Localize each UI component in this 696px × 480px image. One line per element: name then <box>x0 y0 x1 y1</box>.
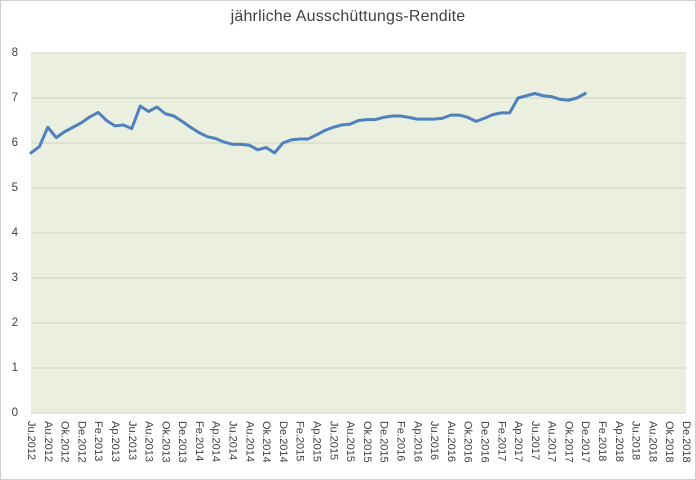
x-tick-label: Ju.2018 <box>630 421 642 460</box>
y-tick-label: 3 <box>12 272 18 284</box>
x-tick-label: Ap.2018 <box>613 421 625 462</box>
x-tick-label: Au.2016 <box>445 421 457 462</box>
x-tick-label: Ok.2014 <box>260 421 272 463</box>
x-tick-label: Au.2013 <box>143 421 155 462</box>
x-tick-label: Fe.2014 <box>193 421 205 461</box>
x-tick-label: Ok.2015 <box>361 421 373 463</box>
x-tick-label: Ju.2016 <box>428 421 440 460</box>
x-tick-label: Ap.2016 <box>411 421 423 462</box>
x-tick-label: Ok.2018 <box>663 421 675 463</box>
x-tick-label: Ok.2013 <box>159 421 171 463</box>
x-tick-label: Ju.2014 <box>227 421 239 460</box>
y-tick-label: 1 <box>12 362 18 374</box>
y-tick-label: 4 <box>12 227 19 239</box>
x-tick-label: De.2015 <box>378 421 390 463</box>
x-tick-label: De.2012 <box>75 421 87 463</box>
x-tick-label: Fe.2015 <box>294 421 306 461</box>
x-tick-label: Au.2014 <box>243 421 255 462</box>
x-tick-label: De.2014 <box>277 421 289 463</box>
x-tick-label: Ju.2013 <box>126 421 138 460</box>
series-line <box>29 92 587 155</box>
x-tick-label: Ap.2013 <box>109 421 121 462</box>
x-tick-label: Ju.2015 <box>327 421 339 460</box>
x-tick-label: Fe.2018 <box>596 421 608 461</box>
x-tick-label: Ok.2016 <box>462 421 474 463</box>
x-tick-label: Fe.2016 <box>394 421 406 461</box>
y-tick-label: 7 <box>12 92 18 104</box>
y-tick-label: 5 <box>12 182 18 194</box>
x-tick-label: Ap.2014 <box>210 421 222 462</box>
x-tick-label: Au.2012 <box>42 421 54 462</box>
x-tick-label: De.2016 <box>478 421 490 463</box>
x-tick-label: Ap.2017 <box>512 421 524 462</box>
x-tick-label: Au.2017 <box>546 421 558 462</box>
x-tick-label: Au.2018 <box>646 421 658 462</box>
x-tick-label: De.2013 <box>176 421 188 463</box>
x-tick-label: Ap.2015 <box>311 421 323 462</box>
x-tick-label: Ju.2017 <box>529 421 541 460</box>
y-tick-label: 6 <box>12 137 18 149</box>
x-tick-label: Fe.2013 <box>92 421 104 461</box>
y-tick-label: 0 <box>12 407 18 419</box>
x-tick-label: De.2018 <box>680 421 692 463</box>
chart-title: jährliche Ausschüttungs-Rendite <box>230 8 466 25</box>
x-tick-label: Ok.2012 <box>59 421 71 463</box>
x-tick-label: De.2017 <box>579 421 591 463</box>
y-tick-label: 2 <box>12 317 18 329</box>
x-tick-label: Ok.2017 <box>562 421 574 463</box>
x-tick-label: Ju.2012 <box>25 421 37 460</box>
x-tick-label: Au.2015 <box>344 421 356 462</box>
y-tick-label: 8 <box>12 47 18 59</box>
x-tick-label: Fe.2017 <box>495 421 507 461</box>
